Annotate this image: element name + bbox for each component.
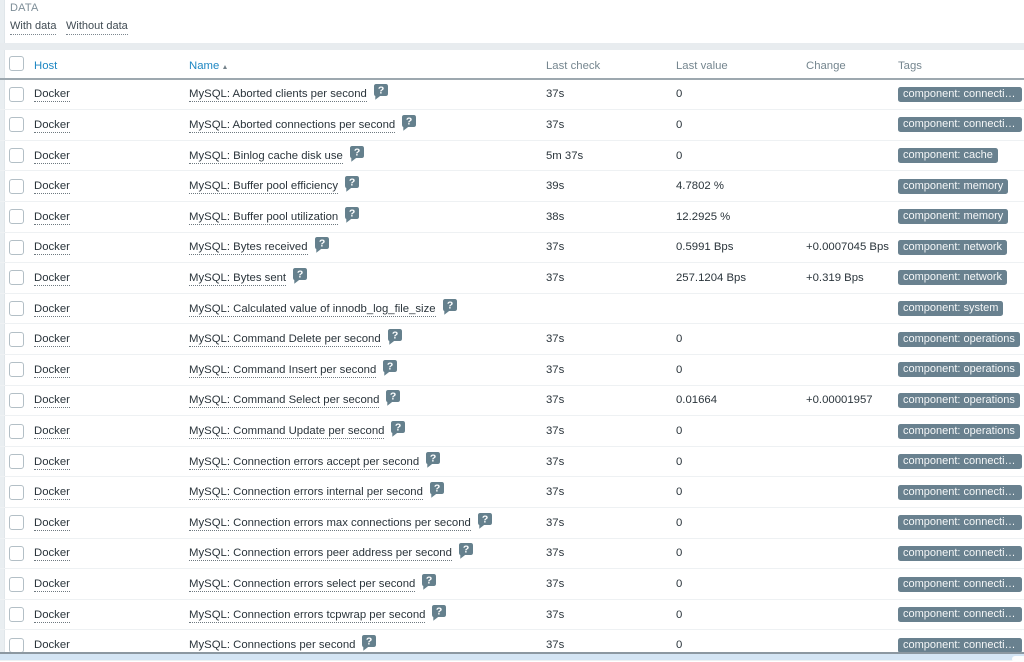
svg-text:?: ?	[318, 238, 324, 250]
svg-text:?: ?	[297, 269, 303, 281]
svg-text:?: ?	[392, 330, 398, 342]
svg-text:?: ?	[366, 636, 372, 648]
svg-text:?: ?	[434, 483, 440, 495]
svg-text:?: ?	[390, 391, 396, 403]
svg-text:?: ?	[463, 544, 469, 556]
svg-text:?: ?	[406, 116, 412, 128]
svg-text:?: ?	[430, 452, 436, 464]
svg-text:?: ?	[426, 575, 432, 587]
svg-text:?: ?	[354, 146, 360, 158]
svg-text:?: ?	[436, 605, 442, 617]
svg-text:?: ?	[395, 422, 401, 434]
svg-text:?: ?	[378, 85, 384, 97]
svg-text:?: ?	[387, 360, 393, 372]
svg-text:?: ?	[349, 177, 355, 189]
svg-text:?: ?	[446, 299, 452, 311]
svg-text:?: ?	[349, 207, 355, 219]
svg-text:?: ?	[482, 513, 488, 525]
